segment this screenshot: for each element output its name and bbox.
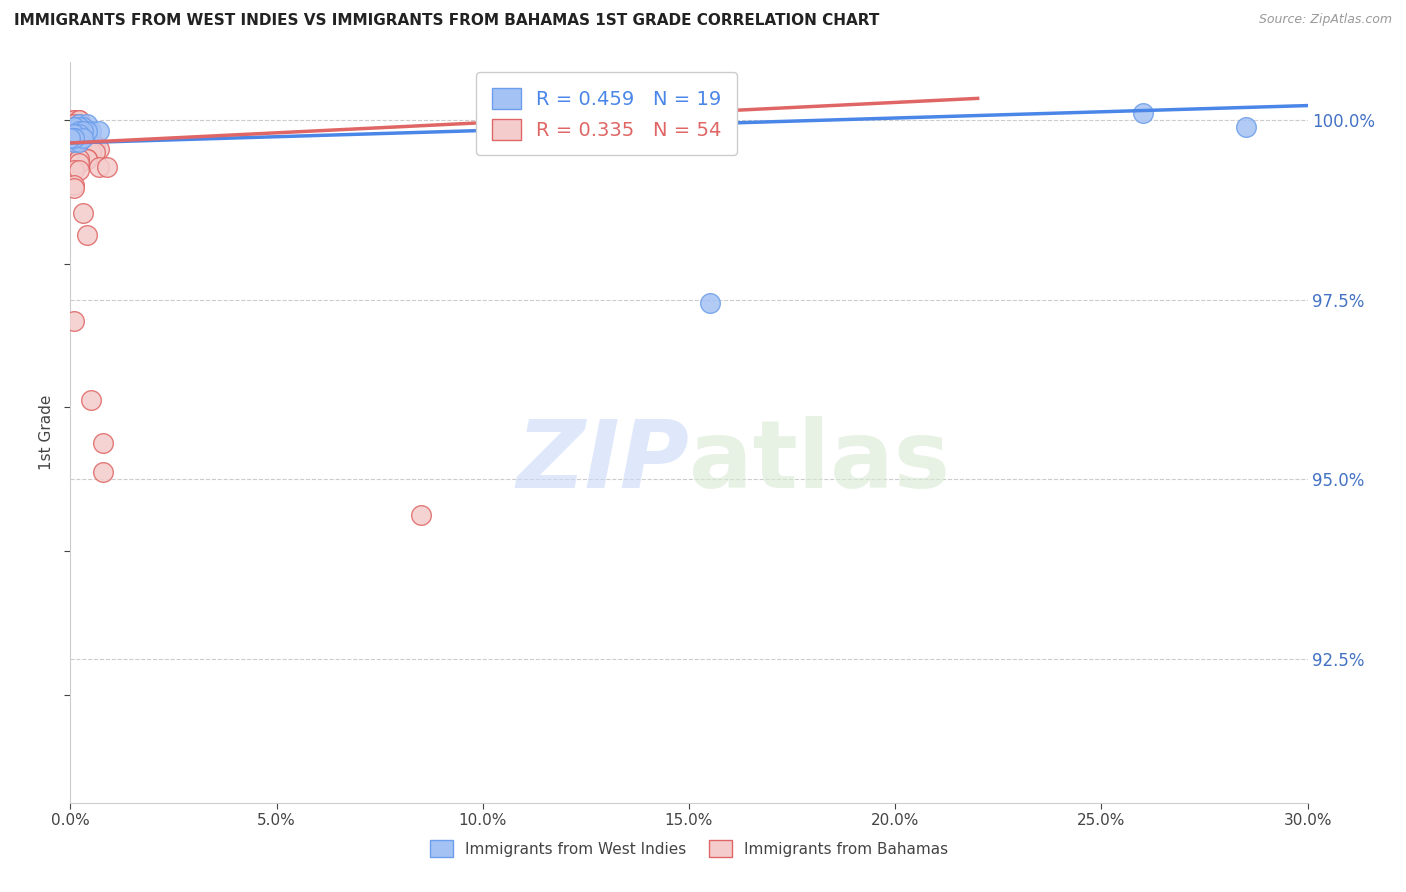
Point [699,296,721,310]
Point [63,128,86,142]
Text: ZIP: ZIP [516,417,689,508]
Point [67,136,90,150]
Point [63,112,86,127]
Point [72,120,94,135]
Legend: Immigrants from West Indies, Immigrants from Bahamas: Immigrants from West Indies, Immigrants … [418,828,960,869]
Point [63,181,86,195]
Point [72,131,94,145]
Point [67,116,90,130]
Point [84,138,107,153]
Point [72,206,94,220]
Point [63,314,86,328]
Point [67,112,90,127]
Point [63,131,86,145]
Point [89,124,111,138]
Point [63,138,86,153]
Point [63,131,86,145]
Point [76,124,98,138]
Point [80,124,103,138]
Point [76,227,98,242]
Point [67,128,90,142]
Point [1234,120,1257,135]
Point [72,138,94,153]
Point [72,142,94,156]
Point [63,128,86,142]
Point [76,131,98,145]
Point [76,138,98,153]
Point [80,393,103,408]
Point [67,121,90,136]
Point [72,131,94,145]
Point [91,436,114,450]
Point [72,124,94,138]
Point [67,116,90,130]
Point [67,153,90,167]
Point [67,156,90,170]
Point [67,120,90,135]
Point [67,124,90,138]
Point [63,128,86,142]
Point [63,112,86,127]
Point [63,136,86,150]
Point [67,135,90,149]
Point [67,128,90,142]
Text: Source: ZipAtlas.com: Source: ZipAtlas.com [1258,13,1392,27]
Text: atlas: atlas [689,417,950,508]
Text: IMMIGRANTS FROM WEST INDIES VS IMMIGRANTS FROM BAHAMAS 1ST GRADE CORRELATION CHA: IMMIGRANTS FROM WEST INDIES VS IMMIGRANT… [14,13,879,29]
Point [67,163,90,178]
Y-axis label: 1st Grade: 1st Grade [38,395,53,470]
Point [80,145,103,160]
Point [67,128,90,142]
Point [76,153,98,167]
Point [63,120,86,135]
Point [96,160,118,174]
Point [76,145,98,160]
Point [63,120,86,135]
Point [67,128,90,142]
Point [63,135,86,149]
Point [84,145,107,160]
Point [91,465,114,479]
Point [63,131,86,145]
Point [63,131,86,145]
Point [67,136,90,150]
Point [76,138,98,153]
Point [67,124,90,138]
Point [76,153,98,167]
Point [63,128,86,142]
Point [63,121,86,136]
Point [67,120,90,135]
Point [409,508,432,523]
Point [1132,105,1154,120]
Point [67,112,90,127]
Point [59,131,82,145]
Point [63,120,86,135]
Point [89,142,111,156]
Point [63,163,86,178]
Point [89,160,111,174]
Point [72,131,94,145]
Point [67,135,90,149]
Point [63,178,86,192]
Point [67,138,90,153]
Point [67,124,90,138]
Point [63,116,86,130]
Point [72,124,94,138]
Point [76,116,98,130]
Point [76,135,98,149]
